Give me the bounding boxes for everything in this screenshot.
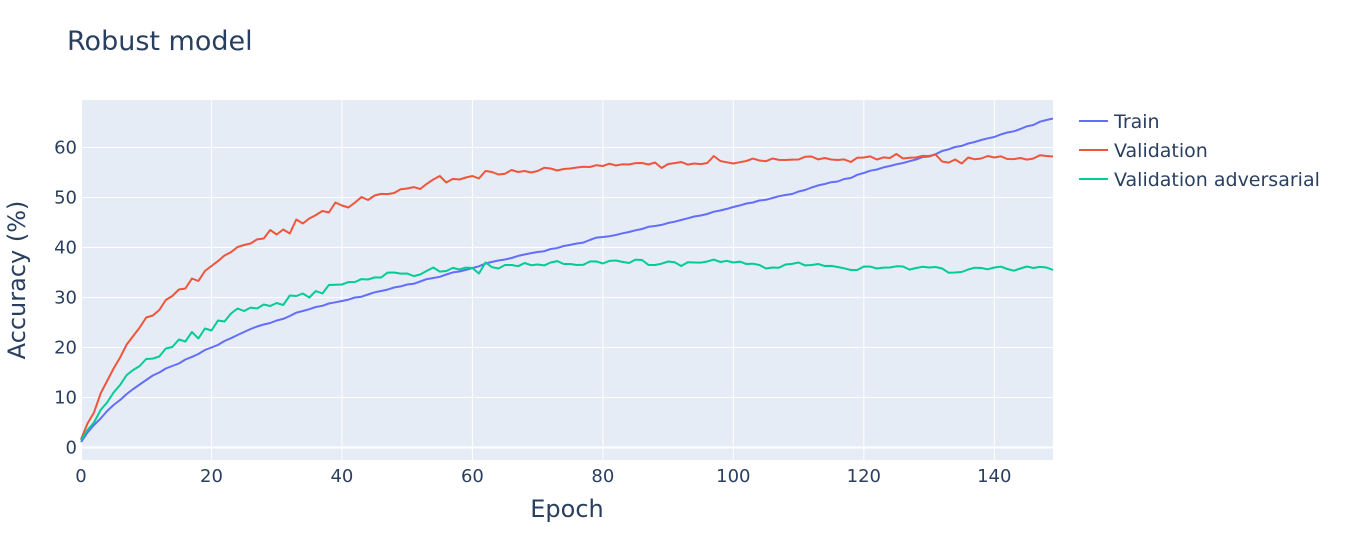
legend-item-validation-adversarial[interactable]: Validation adversarial [1079, 169, 1320, 191]
x-tick-label: 20 [200, 466, 223, 487]
legend-item-train[interactable]: Train [1079, 111, 1160, 133]
x-tick-label: 40 [330, 466, 353, 487]
series-lines [80, 117, 1054, 443]
y-tick-label: 30 [54, 288, 77, 309]
x-tick-label: 0 [75, 466, 86, 487]
x-tick-label: 100 [716, 466, 750, 487]
y-axis-title: Accuracy (%) [3, 201, 31, 360]
x-axis-title: Epoch [530, 495, 604, 523]
plot-area [81, 100, 1053, 460]
y-tick-label: 40 [54, 238, 77, 259]
series-line-validation-adversarial [80, 258, 1054, 441]
y-tick-labels: 0 10 20 30 40 50 60 [54, 138, 77, 459]
x-tick-label: 80 [591, 466, 614, 487]
legend-label: Validation [1114, 140, 1208, 162]
gridlines [80, 100, 1053, 460]
y-tick-label: 60 [54, 138, 77, 159]
x-tick-label: 120 [847, 466, 881, 487]
legend: Train Validation Validation adversarial [1079, 111, 1320, 191]
legend-item-validation[interactable]: Validation [1079, 140, 1208, 162]
y-tick-label: 10 [54, 388, 77, 409]
y-tick-label: 0 [66, 438, 77, 459]
y-tick-label: 50 [54, 188, 77, 209]
legend-label: Train [1113, 111, 1160, 133]
chart-title: Robust model [67, 26, 253, 57]
legend-label: Validation adversarial [1114, 169, 1320, 191]
x-tick-label: 140 [977, 466, 1011, 487]
series-line-validation [80, 153, 1054, 440]
series-line-train [80, 117, 1054, 443]
y-tick-label: 20 [54, 338, 77, 359]
x-tick-labels: 0 20 40 60 80 100 120 140 [75, 466, 1011, 487]
x-tick-label: 60 [461, 466, 484, 487]
